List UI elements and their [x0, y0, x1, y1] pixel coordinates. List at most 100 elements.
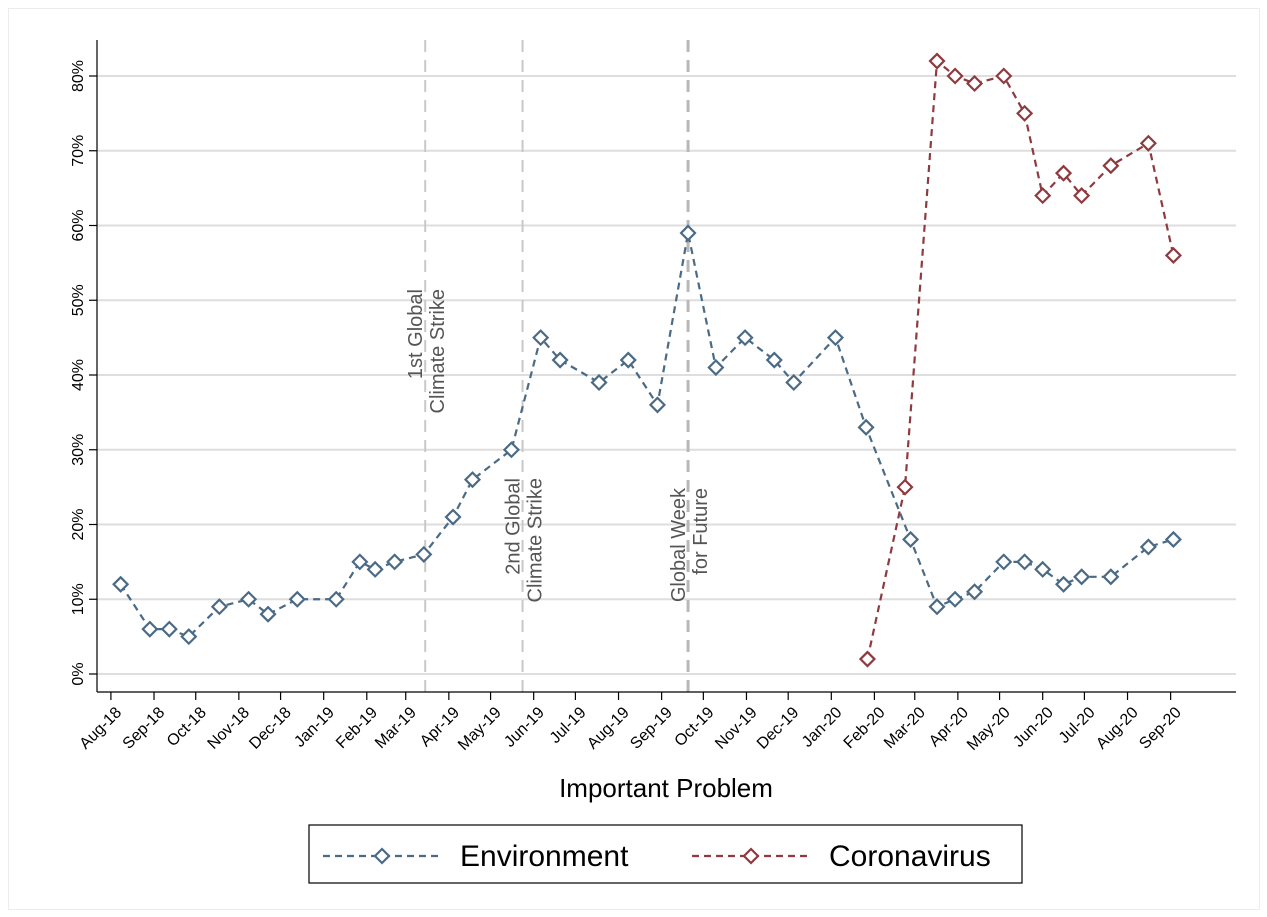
x-tick-label: Mar-19	[372, 704, 420, 752]
legend-swatch-marker	[742, 847, 760, 865]
data-point	[502, 441, 520, 459]
x-tick-label: Oct-19	[672, 704, 718, 750]
x-tick-label: Jun-19	[501, 704, 548, 751]
x-tick-label: Aug-19	[584, 704, 633, 753]
data-point	[288, 590, 306, 608]
data-point	[1139, 538, 1157, 556]
data-point	[1054, 575, 1073, 593]
y-tick-label: 70%	[70, 135, 87, 167]
legend: Environment Coronavirus	[308, 824, 1023, 884]
data-point	[351, 553, 369, 571]
event-label: Climate Strike	[525, 478, 547, 602]
x-tick-label: Dec-18	[246, 704, 295, 753]
data-point	[444, 508, 462, 526]
data-point	[532, 329, 550, 347]
data-point	[928, 598, 946, 616]
data-point	[946, 590, 964, 608]
data-point	[1139, 134, 1157, 152]
data-point	[707, 358, 725, 377]
data-point	[1102, 157, 1120, 175]
data-point	[995, 553, 1013, 571]
gridlines	[97, 75, 1236, 675]
data-point	[736, 329, 754, 347]
x-tick-label: Jun-20	[1010, 704, 1057, 751]
event-label: Global Week	[668, 487, 690, 602]
y-tick-label: 50%	[70, 284, 87, 316]
event-label: Climate Strike	[427, 289, 449, 413]
data-point	[946, 67, 964, 85]
x-tick-label: Aug-18	[77, 704, 126, 753]
x-tick-label: Mar-20	[881, 704, 929, 752]
event-label: 2nd Global	[503, 478, 525, 575]
x-tick-label: Dec-19	[754, 704, 803, 753]
legend-box	[308, 824, 1023, 884]
data-point	[679, 224, 697, 242]
x-axis-ticks: Aug-18Sep-18Oct-18Nov-18Dec-18Jan-19Feb-…	[77, 692, 1185, 754]
data-point	[619, 351, 637, 369]
data-point	[902, 530, 920, 549]
data-point	[210, 598, 228, 616]
legend-label: Coronavirus	[829, 840, 991, 873]
data-point	[1054, 164, 1073, 182]
y-tick-label: 40%	[70, 359, 87, 391]
event-label: 1st Global	[405, 289, 427, 379]
data-point	[1034, 187, 1052, 205]
x-tick-label: May-19	[455, 704, 505, 754]
data-point	[1016, 104, 1034, 122]
series-line	[119, 232, 1174, 638]
x-tick-label: Jan-19	[291, 704, 338, 751]
y-tick-label: 30%	[70, 434, 87, 466]
data-point	[240, 590, 258, 608]
series-layer	[112, 52, 1182, 668]
data-point	[765, 351, 783, 369]
chart-frame	[8, 8, 1260, 910]
data-point	[259, 605, 277, 623]
x-tick-label: Jan-20	[799, 704, 846, 751]
y-tick-label: 20%	[70, 508, 87, 540]
x-tick-label: Aug-20	[1093, 704, 1142, 753]
data-point	[386, 553, 404, 571]
x-tick-label: May-20	[964, 704, 1014, 754]
data-point	[551, 351, 569, 369]
series-environment	[112, 224, 1182, 646]
data-point	[1016, 553, 1034, 571]
data-point	[648, 396, 667, 414]
legend-swatch-marker	[373, 847, 391, 865]
data-point	[1073, 187, 1091, 205]
data-point	[1102, 568, 1120, 586]
data-point	[463, 471, 482, 489]
x-tick-label: Sep-19	[627, 704, 676, 753]
data-point	[896, 478, 914, 496]
x-tick-label: Feb-19	[333, 704, 381, 752]
data-point	[141, 620, 159, 638]
data-point	[1164, 246, 1182, 264]
data-point	[327, 590, 345, 608]
data-point	[826, 329, 845, 347]
y-tick-label: 0%	[70, 662, 87, 685]
y-axis-ticks: 0% 10% 20% 30% 40% 50% 60% 70% 80%	[70, 60, 97, 686]
data-point	[160, 620, 178, 638]
data-point	[995, 67, 1013, 85]
data-point	[112, 575, 130, 593]
legend-label: Environment	[460, 840, 629, 873]
data-point	[785, 373, 803, 392]
data-point	[180, 628, 198, 646]
data-point	[415, 545, 433, 563]
y-tick-label: 10%	[70, 583, 87, 615]
data-point	[1073, 568, 1091, 586]
x-tick-label: Oct-18	[164, 704, 210, 750]
data-point	[1164, 530, 1182, 549]
data-point	[590, 373, 608, 392]
axes	[96, 40, 1236, 693]
data-point	[965, 583, 984, 601]
x-tick-label: Sep-20	[1136, 704, 1185, 753]
data-point	[1034, 560, 1052, 578]
data-point	[366, 560, 384, 578]
data-point	[857, 418, 875, 436]
x-tick-label: Sep-18	[120, 704, 169, 753]
data-point	[928, 52, 946, 70]
y-tick-label: 80%	[70, 60, 87, 92]
y-tick-label: 60%	[70, 209, 87, 241]
